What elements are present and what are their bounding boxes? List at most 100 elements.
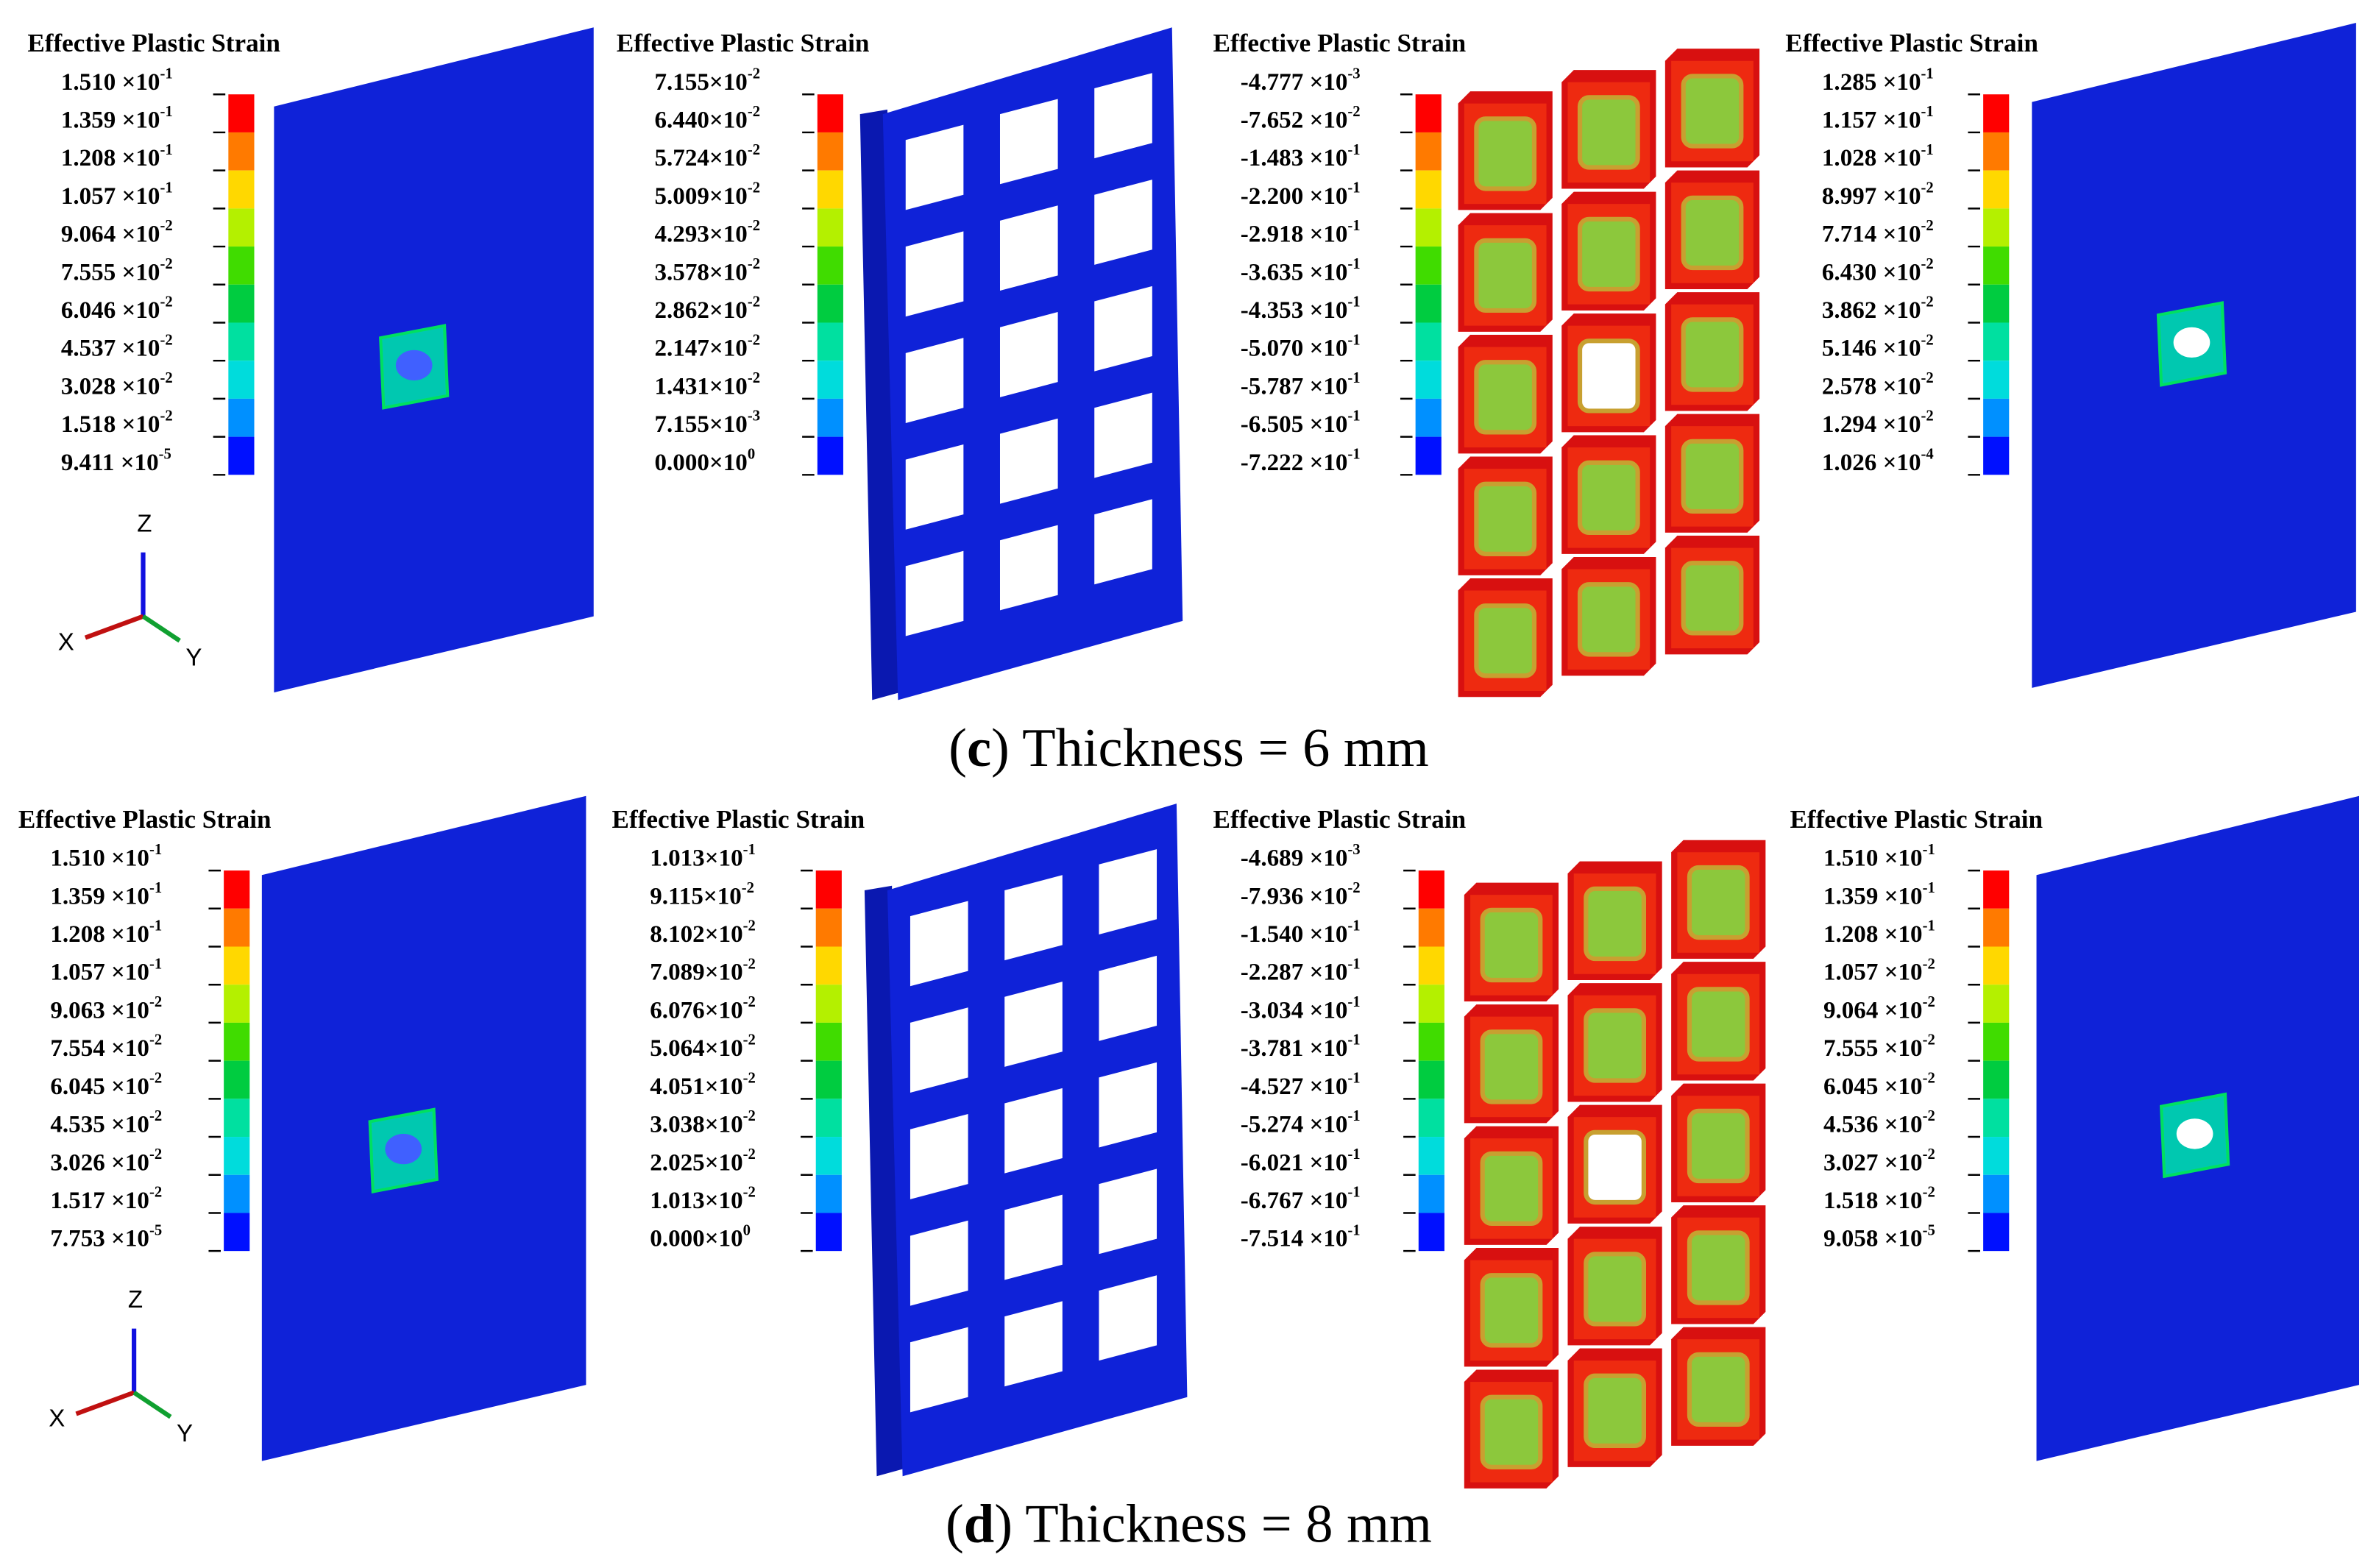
legend-label: 7.155×10-3 xyxy=(654,408,760,437)
legend-label: 5.009×10-2 xyxy=(654,180,760,209)
label-exponent: -2 xyxy=(748,142,760,158)
colorbar-segment xyxy=(228,398,255,437)
colorbar-segment xyxy=(815,1137,842,1175)
box-strain xyxy=(1474,603,1537,678)
label-exponent: -2 xyxy=(1921,256,1934,272)
legend-label: 6.045 ×10-2 xyxy=(50,1070,162,1099)
colorbar-segment xyxy=(1983,284,2010,323)
colorbar-segment xyxy=(1983,908,2010,947)
legend-label: -1.540 ×10-1 xyxy=(1241,918,1361,947)
label-exponent: -4 xyxy=(1921,446,1934,462)
frame-opening xyxy=(999,312,1058,397)
legend-label: 5.724×10-2 xyxy=(654,142,760,171)
box-strain xyxy=(1577,582,1640,657)
legend-label: 1.285 ×10-1 xyxy=(1822,65,1934,95)
frame-opening xyxy=(910,1007,968,1093)
label-exponent: -2 xyxy=(743,1070,756,1086)
legend-label: 2.578 ×10-2 xyxy=(1822,370,1934,400)
legend-label: -6.767 ×10-1 xyxy=(1241,1184,1361,1213)
label-exponent: -1 xyxy=(1347,1032,1360,1048)
damage-core xyxy=(2173,327,2210,358)
label-base: 5.064×10 xyxy=(650,1035,742,1062)
label-base: -1.540 ×10 xyxy=(1241,921,1348,948)
frame-opening xyxy=(1094,180,1152,265)
label-exponent: -1 xyxy=(743,842,756,858)
colorbar-segment xyxy=(1418,1099,1444,1138)
legend-label: 5.146 ×10-2 xyxy=(1822,332,1934,361)
label-exponent: -2 xyxy=(743,1184,756,1200)
caption-text: ) Thickness = 8 mm xyxy=(994,1494,1432,1555)
colorbar-segment xyxy=(1983,436,2010,475)
label-exponent: -1 xyxy=(1921,104,1934,120)
frame-opening xyxy=(905,550,964,636)
label-base: 7.155×10 xyxy=(654,411,747,438)
label-exponent: -1 xyxy=(160,65,172,82)
legend-label: 1.359 ×10-1 xyxy=(61,104,173,133)
colorbar-segment xyxy=(815,870,842,909)
label-exponent: -2 xyxy=(1921,180,1934,196)
label-base: -7.652 ×10 xyxy=(1241,107,1348,133)
caption: (c) Thickness = 6 mm xyxy=(949,718,1429,778)
label-base: 7.089×10 xyxy=(650,959,742,985)
colorbar-segment xyxy=(1983,361,2010,399)
label-base: -1.483 ×10 xyxy=(1241,145,1348,171)
label-base: 1.285 ×10 xyxy=(1822,68,1921,95)
legend-label: 3.862 ×10-2 xyxy=(1822,294,1934,323)
label-base: 1.510 ×10 xyxy=(1823,845,1923,871)
label-base: -2.287 ×10 xyxy=(1241,959,1348,985)
label-base: 2.578 ×10 xyxy=(1822,373,1921,400)
label-exponent: -2 xyxy=(748,218,760,234)
legend-label: 3.028 ×10-2 xyxy=(61,370,173,400)
legend-label: 6.440×10-2 xyxy=(654,104,760,133)
label-base: 6.076×10 xyxy=(650,997,742,1024)
label-base: -5.787 ×10 xyxy=(1241,373,1348,400)
colorbar-segment xyxy=(228,170,255,209)
label-base: -6.021 ×10 xyxy=(1241,1149,1348,1176)
label-exponent: -1 xyxy=(1921,65,1934,82)
colorbar-segment xyxy=(817,208,843,247)
legend-label: 4.536 ×10-2 xyxy=(1823,1108,1935,1138)
axis-x xyxy=(84,614,144,640)
label-exponent: -2 xyxy=(160,408,172,424)
label-exponent: -2 xyxy=(1923,1032,1935,1048)
legend-label: 7.089×10-2 xyxy=(650,956,756,985)
label-base: 4.537 ×10 xyxy=(61,335,160,361)
colorbar-segment xyxy=(1415,94,1442,132)
label-exponent: -1 xyxy=(1347,994,1360,1010)
colorbar-segment xyxy=(1983,1060,2010,1099)
label-base: -6.767 ×10 xyxy=(1241,1188,1348,1214)
label-base: 1.057 ×10 xyxy=(1823,959,1923,985)
label-base: 0.000×10 xyxy=(654,449,747,475)
frame-opening xyxy=(905,231,964,317)
colorbar-segment xyxy=(1418,908,1444,947)
legend-label: -7.222 ×10-1 xyxy=(1241,446,1361,475)
label-exponent: -5 xyxy=(149,1222,162,1238)
colorbar-segment xyxy=(228,361,255,399)
colorbar-segment xyxy=(817,398,843,437)
legend-label: 9.411 ×10-5 xyxy=(61,446,171,475)
label-exponent: -2 xyxy=(1923,1108,1935,1124)
colorbar-segment xyxy=(815,1174,842,1213)
label-base: 6.430 ×10 xyxy=(1822,259,1921,285)
legend-label: 9.115×10-2 xyxy=(650,880,754,909)
colorbar-segment xyxy=(224,1099,250,1138)
legend-label: -4.353 ×10-1 xyxy=(1241,294,1361,323)
label-exponent: -1 xyxy=(160,180,172,196)
caption-text: ) Thickness = 6 mm xyxy=(991,718,1429,778)
label-base: 1.028 ×10 xyxy=(1822,145,1921,171)
label-base: 1.057 ×10 xyxy=(50,959,149,985)
legend-label: 1.028 ×10-1 xyxy=(1822,142,1934,171)
legend-label: 4.535 ×10-2 xyxy=(50,1108,162,1138)
colorbar-segment xyxy=(1415,436,1442,475)
label-exponent: -2 xyxy=(149,1032,162,1048)
label-exponent: -1 xyxy=(1923,842,1935,858)
label-base: 3.862 ×10 xyxy=(1822,297,1921,324)
colorbar-segment xyxy=(1418,1174,1444,1213)
frame-opening xyxy=(910,901,968,987)
label-exponent: -2 xyxy=(1923,1146,1935,1163)
label-base: 1.208 ×10 xyxy=(50,921,149,948)
label-base: 1.013×10 xyxy=(650,1188,742,1214)
frame-opening xyxy=(1004,1301,1063,1387)
label-exponent: -2 xyxy=(160,370,172,386)
box-strain xyxy=(1681,439,1744,514)
